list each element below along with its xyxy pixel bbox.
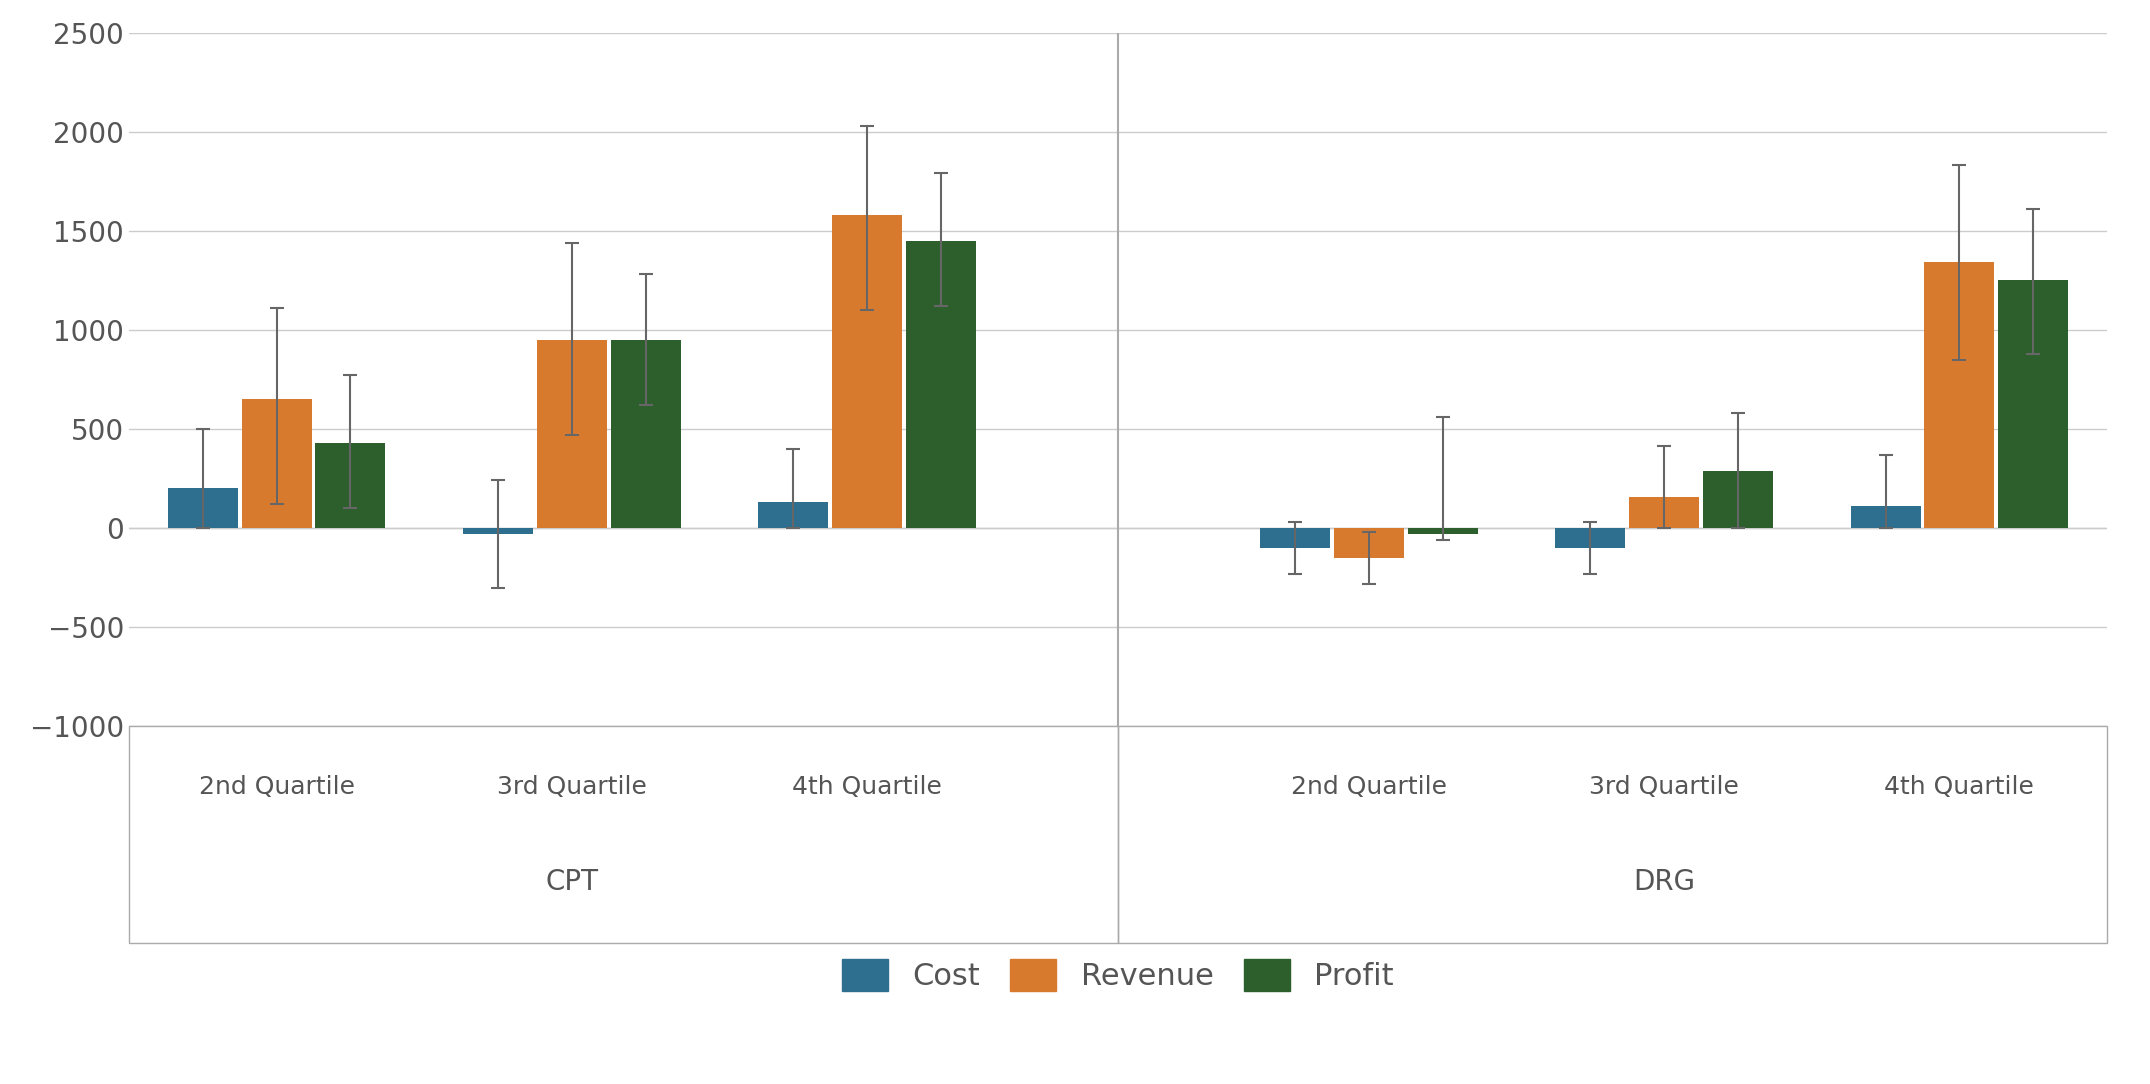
Bar [1924,262,1995,528]
Bar [1630,498,1698,528]
Bar [1260,528,1331,547]
Bar [1408,528,1477,534]
Bar [1554,528,1625,547]
Bar [241,399,312,528]
Bar [905,241,976,528]
Bar [611,339,682,528]
Bar [168,489,239,528]
Text: 2nd Quartile: 2nd Quartile [198,775,355,799]
Text: 3rd Quartile: 3rd Quartile [497,775,647,799]
Bar [1997,281,2068,528]
Bar [1118,726,2107,943]
Bar [462,528,533,534]
Bar [316,443,385,528]
Bar [1703,470,1774,528]
Text: 4th Quartile: 4th Quartile [1883,775,2034,799]
Bar [1333,528,1404,558]
Bar [832,215,903,528]
Text: CPT: CPT [546,868,598,896]
Text: 4th Quartile: 4th Quartile [791,775,942,799]
Legend: Cost, Revenue, Profit: Cost, Revenue, Profit [830,947,1406,1004]
Bar [759,502,828,528]
Bar [129,726,1118,943]
Text: 2nd Quartile: 2nd Quartile [1290,775,1447,799]
Bar [538,339,606,528]
Text: 3rd Quartile: 3rd Quartile [1589,775,1739,799]
Bar [1851,506,1920,528]
Text: DRG: DRG [1634,868,1694,896]
